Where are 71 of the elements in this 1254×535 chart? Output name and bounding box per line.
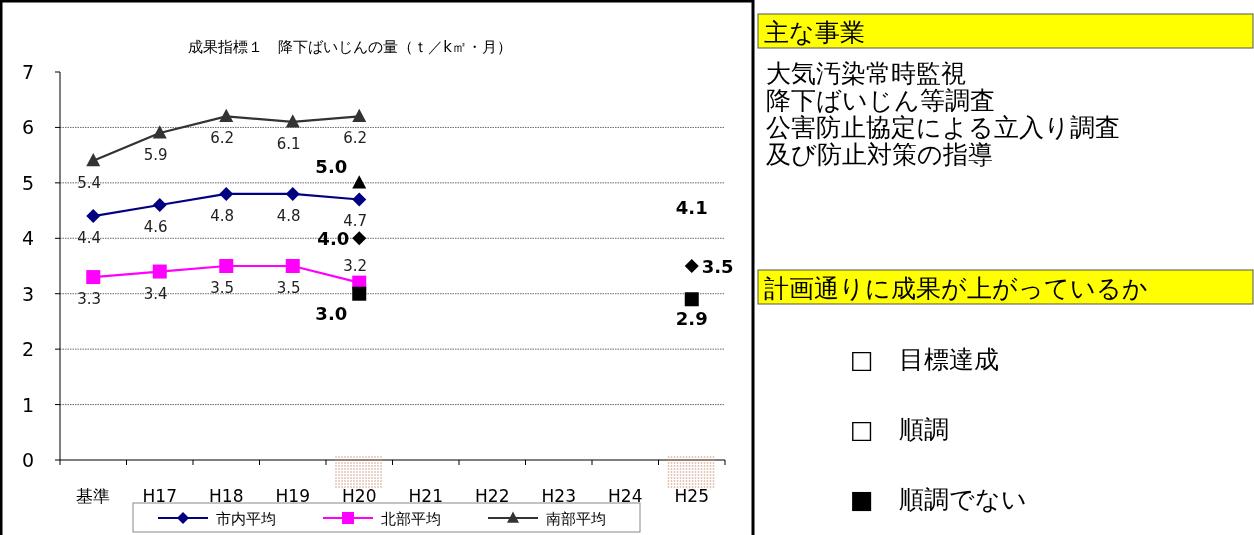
data-label: 3.4 [143,284,168,303]
data-label: 4.0 [317,228,350,250]
text: 大気汚染常時監視 [766,59,966,88]
text: 公害防止協定による立入り調査 [766,113,1120,142]
x-tick-label: H24 [608,486,643,506]
point [285,186,300,201]
data-label: 4.7 [343,212,368,231]
x-tick-label: H18 [209,486,244,506]
x-tick-label: H19 [275,486,310,506]
point [684,292,699,307]
legend-label: 市内平均 [216,510,276,528]
point [152,198,167,213]
chart-title: 成果指標１ 降下ばいじんの量（ｔ／k㎡・月） [188,38,512,56]
point [684,259,699,273]
point [352,286,367,301]
data-label: 4.6 [143,218,168,237]
data-label: 6.2 [210,129,235,148]
y-tick-label: 4 [21,227,35,250]
text: 計画通りに成果が上がっているか [764,274,1148,303]
data-label: 3.3 [77,290,102,309]
data-label: 3.0 [315,302,348,324]
x-tick-label: 基準 [76,486,111,506]
point [152,264,167,279]
data-label: 6.2 [343,129,368,148]
point [285,259,300,273]
point [352,192,367,207]
point [219,259,234,273]
data-label: 3.5 [276,279,301,297]
annotation: 4.1 [675,197,708,218]
y-tick-label: 2 [21,338,35,361]
data-label: 3.5 [701,256,734,277]
y-tick-label: 7 [21,61,35,83]
data-label: 4.8 [210,206,235,225]
y-tick-label: 3 [21,282,35,305]
y-tick-label: 1 [21,393,35,416]
x-tick-label: H20 [342,486,377,506]
text: □ 目標達成 [850,345,999,374]
data-label: 2.9 [675,308,708,330]
data-label: 5.9 [143,145,168,164]
point [86,270,101,285]
point [285,114,300,128]
x-tick-label: H25 [674,486,709,506]
point [86,209,101,224]
y-tick-label: 5 [21,171,35,194]
point [352,231,367,246]
point [219,186,234,201]
data-label: 4.4 [77,229,102,248]
data-label: 5.4 [77,173,102,192]
text: 主な事業 [764,18,865,47]
legend-label: 南部平均 [546,510,606,528]
y-tick-label: 6 [21,116,35,139]
text: 降下ばいじん等調査 [766,86,995,115]
data-label: 3.2 [343,256,368,275]
point [219,108,234,122]
point [152,125,167,139]
x-tick-label: H17 [142,486,177,506]
text: □ 順調 [850,415,949,444]
x-tick-label: H22 [475,486,510,506]
y-tick-label: 0 [21,449,35,471]
x-tick-label: H23 [541,486,576,506]
point [352,175,367,189]
data-label: 4.8 [276,206,301,225]
x-tick-label: H21 [408,486,443,506]
data-label: 5.0 [315,155,348,177]
text: ■ 順調でない [850,485,1027,514]
data-label: 6.1 [276,134,301,153]
data-label: 3.5 [210,279,235,297]
point [352,108,367,122]
point [86,152,101,167]
text: 及び防止対策の指導 [766,140,993,169]
legend-label: 北部平均 [381,510,441,528]
